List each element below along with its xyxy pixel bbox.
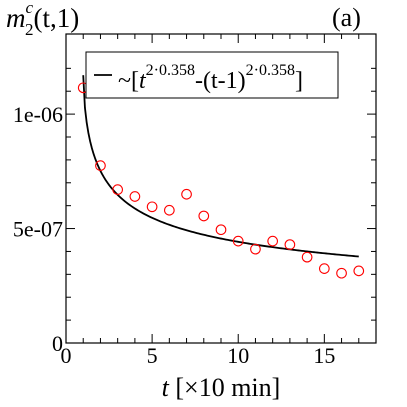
data-point [95, 160, 106, 171]
data-point [250, 243, 261, 255]
x-tick-label: 15 [313, 343, 335, 368]
panel-label: (a) [332, 3, 361, 32]
data-point [163, 204, 175, 216]
x-tick-label: 10 [227, 343, 249, 368]
y-axis-label: mc 2(t,1) [6, 0, 79, 39]
data-point [267, 235, 279, 247]
data-point [353, 265, 365, 277]
legend-box [85, 51, 339, 99]
data-point [215, 224, 227, 236]
data-point [284, 239, 296, 250]
data-point [198, 210, 210, 222]
data-point [129, 191, 141, 202]
y-tick-label: 5e-07 [13, 217, 63, 242]
data-point [318, 263, 330, 274]
x-axis-label: t [×10 min] [162, 373, 281, 402]
data-point [336, 267, 347, 279]
data-point [146, 201, 158, 213]
y-tick-label: 1e-06 [13, 102, 63, 127]
x-tick-label: 0 [61, 343, 72, 368]
chart-marks [65, 33, 377, 344]
data-point [181, 188, 192, 200]
data-point [232, 235, 244, 247]
chart-texts: 0 5 10 15 0 5e-07 1e-06 ~[t2·0.358-(t-1)2·0.358… [6, 0, 361, 402]
y-tick-label: 0 [52, 331, 63, 356]
data-point [301, 251, 313, 263]
x-tick-label: 5 [147, 343, 158, 368]
legend-label: ~[t2·0.358-(t-1)2·0.358] [118, 62, 303, 94]
data-point [112, 184, 124, 195]
fit-curve [82, 75, 359, 258]
